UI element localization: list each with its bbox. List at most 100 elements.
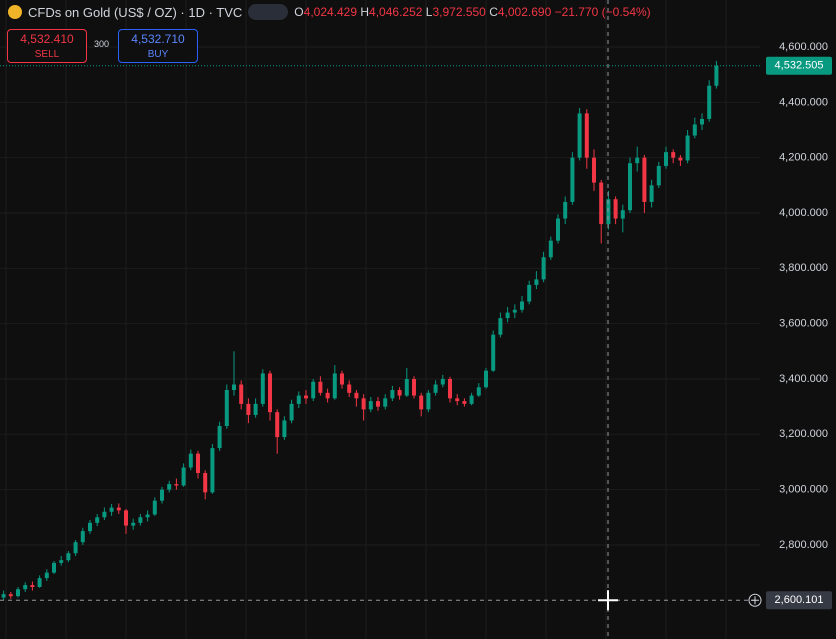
y-tick-label: 4,400.000 xyxy=(779,96,828,108)
candle-body xyxy=(282,420,287,438)
sell-price: 4,532.410 xyxy=(20,32,74,46)
y-tick-label: 3,400.000 xyxy=(779,373,828,385)
candle-body xyxy=(570,157,575,202)
buy-button[interactable]: 4,532.710 BUY xyxy=(118,29,198,63)
symbol-icon xyxy=(8,5,22,19)
legend-open: 4,024.429 xyxy=(303,5,358,19)
candle-body xyxy=(455,398,460,402)
candle-body xyxy=(174,484,179,486)
candle-body xyxy=(37,578,42,587)
candle-body xyxy=(613,199,618,219)
candle-body xyxy=(145,514,150,518)
legend-close: 4,002.690 xyxy=(497,5,552,19)
candle-body xyxy=(397,390,402,396)
candle-body xyxy=(102,511,107,518)
candle-body xyxy=(354,392,359,399)
candle-body xyxy=(332,373,337,399)
candle-body xyxy=(498,318,503,335)
candle-body xyxy=(707,85,712,119)
candle-body xyxy=(210,448,215,493)
candle-body xyxy=(383,398,388,407)
y-tick-label: 3,800.000 xyxy=(779,262,828,274)
candle-body xyxy=(52,562,56,573)
candle-body xyxy=(296,395,301,404)
sell-button[interactable]: 4,532.410 SELL xyxy=(7,29,87,63)
candle-body xyxy=(527,284,532,302)
candle-body xyxy=(16,589,20,597)
candle-body xyxy=(433,384,438,393)
candle-body xyxy=(246,403,251,415)
candle-body xyxy=(368,401,373,410)
candle-body xyxy=(419,395,424,410)
candle-body xyxy=(448,378,452,399)
y-tick-label: 4,600.000 xyxy=(779,41,828,53)
candle-body xyxy=(534,279,539,285)
candle-body xyxy=(167,484,172,490)
candle-body xyxy=(152,500,157,515)
candle-body xyxy=(671,152,676,158)
candle-body xyxy=(462,401,467,404)
candle-body xyxy=(642,157,647,202)
crosshair-box xyxy=(766,591,832,610)
candle-body xyxy=(66,553,71,561)
y-tick-label: 3,200.000 xyxy=(779,428,828,440)
candle-body xyxy=(592,157,596,183)
symbol-title[interactable]: CFDs on Gold (US$ / OZ) · 1D · TVC xyxy=(28,4,243,20)
candle-body xyxy=(390,390,395,399)
legend-h: H xyxy=(360,5,370,19)
candle-body xyxy=(484,370,488,388)
candle-body xyxy=(491,334,496,371)
candle-body xyxy=(505,312,510,319)
candle-body xyxy=(289,403,294,421)
candle-body xyxy=(59,560,64,563)
candle-body xyxy=(649,185,654,202)
indicator-toggle[interactable] xyxy=(248,4,289,20)
candle-body xyxy=(685,135,690,161)
candle-body xyxy=(196,453,200,474)
candle-body xyxy=(325,392,330,399)
candle-body xyxy=(275,412,280,438)
candle-body xyxy=(628,163,632,211)
candle-body xyxy=(311,381,316,399)
candle-body xyxy=(260,373,265,404)
candle-body xyxy=(700,118,704,125)
candle-body xyxy=(340,373,344,385)
buy-label: BUY xyxy=(147,49,169,60)
y-tick-label: 4,000.000 xyxy=(779,207,828,219)
legend-o: O xyxy=(294,5,304,19)
legend-low: 3,972.550 xyxy=(432,5,486,19)
legend-l: L xyxy=(425,5,433,19)
candle-body xyxy=(512,309,517,313)
candle-body xyxy=(541,257,546,280)
candle-body xyxy=(181,467,186,486)
candle-body xyxy=(664,152,668,166)
candle-body xyxy=(404,378,409,396)
y-tick-label: 3,000.000 xyxy=(779,484,828,496)
spread: 300 xyxy=(94,39,110,49)
candle-body xyxy=(160,489,164,501)
candle-body xyxy=(635,157,640,164)
legend-change: −21.770 (−0.54%) xyxy=(554,5,651,19)
candle-body xyxy=(131,522,136,526)
candle-body xyxy=(678,157,683,161)
candle-body xyxy=(469,395,474,404)
y-tick-label: 3,600.000 xyxy=(779,318,828,330)
candle-body xyxy=(412,378,416,396)
candle-body xyxy=(426,392,431,410)
candle-body xyxy=(520,301,524,310)
candle-body xyxy=(224,390,229,426)
candle-body xyxy=(116,507,121,511)
candle-body xyxy=(232,384,236,391)
candle-body xyxy=(361,398,366,410)
y-tick-label: 2,800.000 xyxy=(779,539,828,551)
candle-body xyxy=(584,113,589,158)
candle-body xyxy=(88,522,92,532)
candle-body xyxy=(1,594,6,598)
candle-body xyxy=(599,182,604,225)
candle-body xyxy=(44,572,49,579)
candle-body xyxy=(253,403,258,415)
candle-body xyxy=(73,542,78,554)
last-price-box xyxy=(766,56,832,75)
candle-body xyxy=(656,165,661,186)
